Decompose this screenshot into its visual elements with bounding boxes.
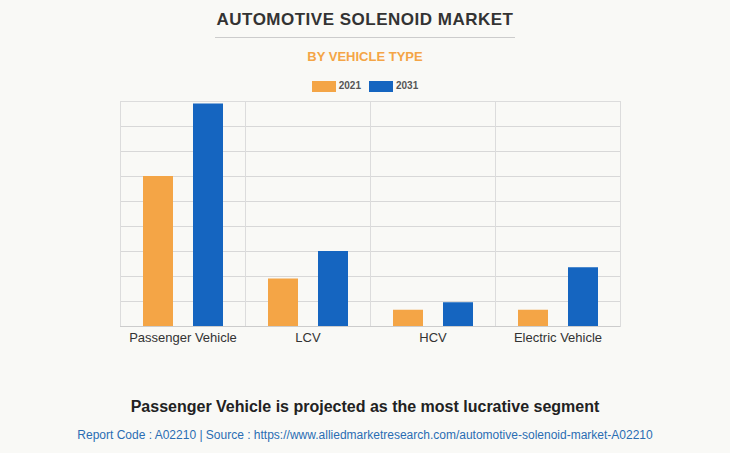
svg-text:Electric Vehicle: Electric Vehicle [514,330,602,345]
html-text:Passenger Vehicle is projected: Passenger Vehicle is projected as the mo… [130,398,600,415]
html-text:Report Code : A02210 | Source: Report Code : A02210 | Source : https://… [77,428,653,442]
html-text:2031: 2031 [396,80,419,91]
svg-text:Passenger Vehicle: Passenger Vehicle [129,330,237,345]
svg-text:HCV: HCV [419,330,447,345]
svg-text:LCV: LCV [295,330,321,345]
html-text:BY VEHICLE TYPE: BY VEHICLE TYPE [307,49,423,64]
html-text:AUTOMOTIVE SOLENOID MARKET: AUTOMOTIVE SOLENOID MARKET [216,10,514,29]
html-text:2021: 2021 [338,80,361,91]
